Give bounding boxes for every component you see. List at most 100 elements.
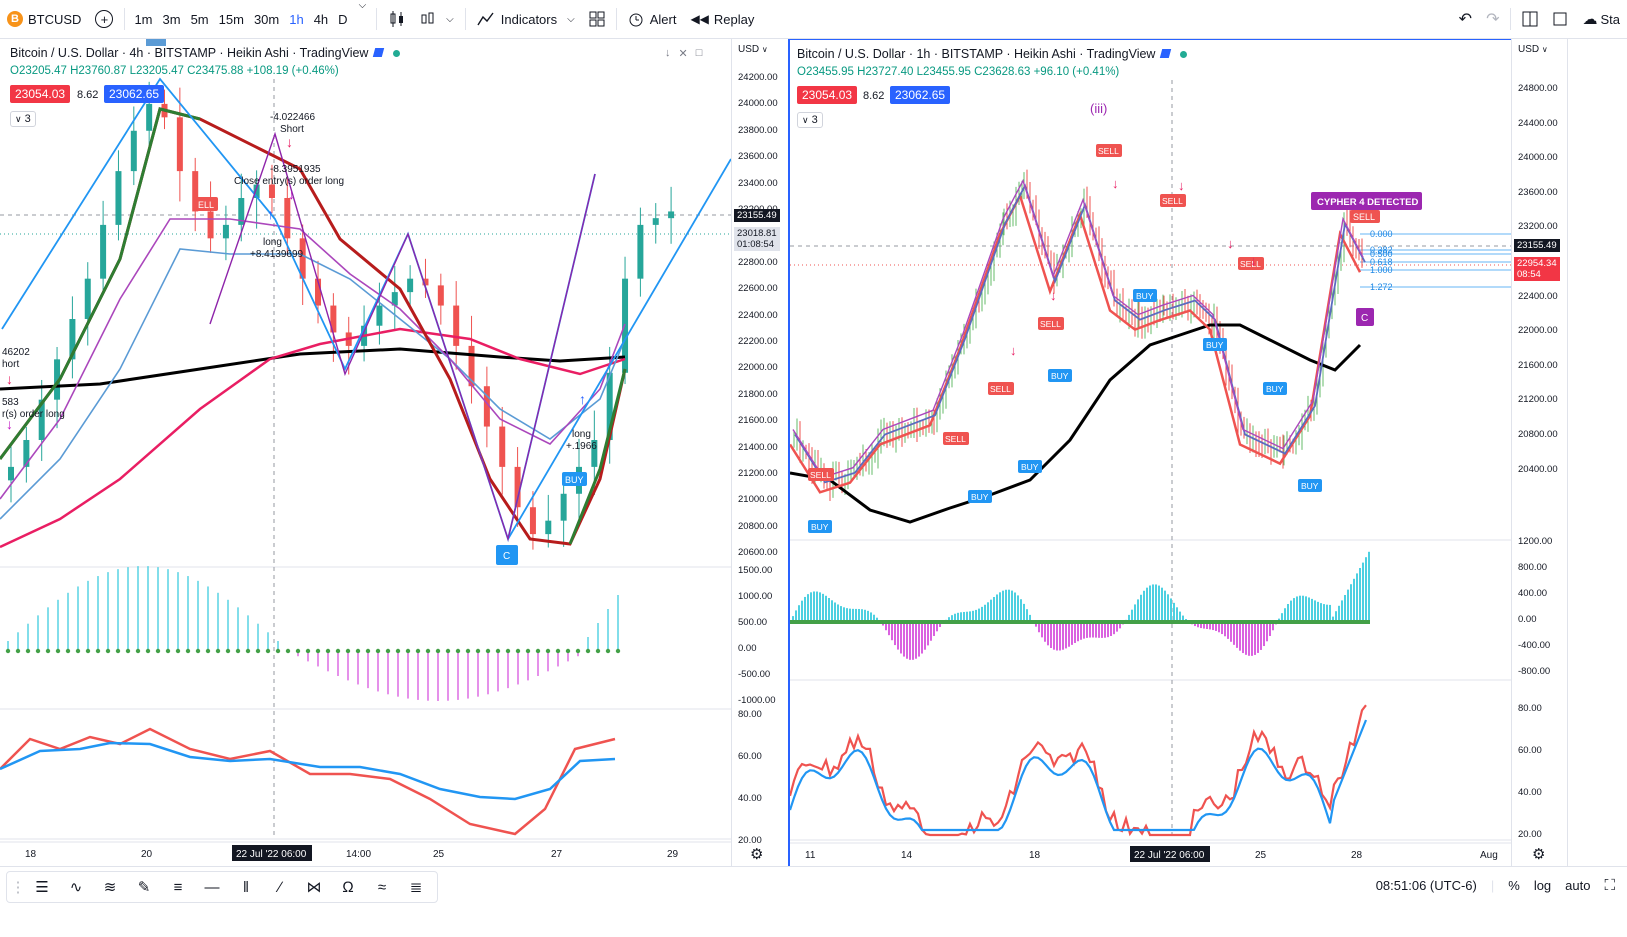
vertical-lines-icon[interactable]: ‖: [242, 878, 250, 896]
alert-button[interactable]: Alert: [621, 0, 684, 38]
snapshot-button[interactable]: ☁ Sta: [1575, 0, 1627, 38]
osc-tick: -400.00: [1518, 640, 1551, 651]
chevron-down-icon: ⌵: [567, 13, 575, 25]
osc-zero-dot: [375, 648, 381, 654]
right-price-axis[interactable]: USD ∨ 24800.00 24400.00 24000.00 23600.00 23…: [1511, 39, 1568, 866]
right-currency-label[interactable]: USD ∨: [1518, 44, 1548, 55]
redo-button[interactable]: ↷: [1479, 0, 1506, 38]
list-settings-icon[interactable]: ≈: [377, 878, 387, 896]
cypher-badge-text: CYPHER 4 DETECTED: [1317, 197, 1418, 208]
sell-badge: [1160, 194, 1186, 207]
osc-zero-dot: [295, 648, 301, 654]
osc-tick: -500.00: [738, 669, 771, 680]
right-sell-price[interactable]: 23054.03: [797, 86, 858, 104]
price-tick: 22000.00: [738, 362, 778, 374]
crosshair-date-badge: [1130, 846, 1210, 862]
replay-button[interactable]: ◀◀ Replay: [683, 0, 761, 38]
buy-badge-text: BUY: [1301, 481, 1319, 491]
layouts-button[interactable]: [582, 0, 612, 38]
fib-icon[interactable]: ≡: [173, 878, 183, 896]
bottom-bar: ⋮ ☰ ∿ ≋ ✎ ≡ — ‖ ∕ ⋈ Ω ≈ ≣ 08:51:06 (UTC-…: [0, 866, 1627, 937]
layout-toggle-button[interactable]: [1515, 0, 1545, 38]
timeframe-5m[interactable]: 5m: [190, 11, 209, 27]
compare-add-button[interactable]: +: [88, 0, 120, 38]
candle-up: [545, 520, 552, 535]
osc-zero-dot: [215, 648, 221, 654]
menu-icon[interactable]: ☰: [35, 879, 49, 896]
x-axis-label: 25: [1255, 850, 1267, 861]
pattern-icon[interactable]: ⋈: [306, 879, 322, 896]
fullscreen-button[interactable]: [1545, 0, 1575, 38]
buy-arrow: ↑: [267, 206, 274, 222]
timeframe-D[interactable]: D: [338, 11, 348, 27]
buy-badge: [1048, 369, 1072, 382]
left-indicator-toggle[interactable]: ∨ 3: [10, 111, 36, 127]
undo-icon: ↶: [1458, 11, 1473, 28]
c-badge-text: C: [1361, 313, 1368, 324]
brush-icon[interactable]: ✎: [137, 879, 151, 896]
spiral-icon[interactable]: Ω: [342, 878, 354, 896]
timeframe-1h[interactable]: 1h: [289, 11, 304, 27]
rsi-tick: 40.00: [738, 793, 762, 804]
price-tick: 22400.00: [1518, 290, 1558, 302]
horizontal-ray-icon[interactable]: —: [204, 878, 220, 896]
timeframe-4h[interactable]: 4h: [313, 11, 329, 27]
timeframe-15m[interactable]: 15m: [218, 11, 244, 27]
x-axis-label: 14: [901, 850, 913, 861]
gear-icon[interactable]: ⚙: [1532, 846, 1546, 863]
percent-toggle[interactable]: %: [1508, 878, 1520, 893]
chevron-down-icon[interactable]: ⌵: [358, 0, 367, 11]
osc-zero-dot: [115, 648, 121, 654]
candle-up: [130, 130, 137, 172]
undo-button[interactable]: ↶: [1452, 0, 1479, 38]
left-chart-title: Bitcoin / U.S. Dollar · 4h · BITSTAMP · …: [10, 46, 401, 60]
chart-type-button[interactable]: ⌵: [413, 0, 461, 38]
arrow-down-icon[interactable]: ↓: [665, 47, 671, 59]
sell-badge-text: SELL: [990, 384, 1011, 394]
osc-zero-dot: [25, 648, 31, 654]
left-price-axis[interactable]: USD ∨ 24200.00 24000.00 23800.00 23600.00 23…: [731, 39, 788, 866]
price-tick: 20800.00: [738, 520, 778, 532]
harmonic-purple: [209, 131, 596, 542]
indicators-icon: [477, 12, 494, 26]
osc-zero-dot: [425, 648, 431, 654]
ma-purple: [792, 178, 1364, 479]
close-icon[interactable]: ✕: [678, 48, 688, 60]
clock-time[interactable]: 08:51:06 (UTC-6): [1375, 878, 1477, 893]
timeframe-30m[interactable]: 30m: [253, 11, 280, 27]
left-sell-price[interactable]: 23054.03: [10, 85, 71, 103]
drag-handle-icon[interactable]: ⋮: [10, 879, 26, 896]
left-buy-price[interactable]: 23062.65: [104, 85, 165, 103]
top-marker: [146, 39, 166, 46]
right-buy-price[interactable]: 23062.65: [890, 86, 951, 104]
osc-zero-dot: [525, 648, 531, 654]
osc-zero-dot: [545, 648, 551, 654]
elliott-wave-icon[interactable]: ≋: [103, 879, 117, 896]
ribbon-green-2: [568, 368, 627, 545]
right-chart-pane[interactable]: (iii) 0.000 0.382 0.500 0.618 1.000 1.272 SELL S…: [788, 39, 1512, 867]
chevron-down-icon: ∨: [15, 114, 22, 124]
gear-icon[interactable]: ⚙: [750, 846, 764, 863]
auto-toggle[interactable]: auto: [1565, 878, 1591, 893]
object-tree-icon[interactable]: ≣: [409, 879, 423, 896]
sell-arrow: ↓: [1178, 178, 1185, 193]
log-toggle[interactable]: log: [1533, 878, 1552, 893]
left-currency-label[interactable]: USD ∨: [738, 44, 768, 55]
timeframe-1m[interactable]: 1m: [134, 11, 153, 27]
candle-style-button[interactable]: [381, 0, 413, 38]
candle-up: [54, 359, 61, 400]
indicators-button[interactable]: Indicators ⌵: [470, 0, 582, 38]
trend-line-icon[interactable]: ∕: [278, 878, 282, 896]
symbol-search[interactable]: B BTCUSD: [0, 0, 88, 38]
maximize-icon[interactable]: □: [695, 47, 703, 59]
chevron-down-icon: ∨: [802, 115, 809, 125]
fullscreen-icon[interactable]: ⛶: [1604, 877, 1615, 894]
abc-pattern-icon[interactable]: ∿: [69, 879, 83, 896]
right-indicator-toggle[interactable]: ∨ 3: [797, 112, 823, 128]
price-tick: 21200.00: [1518, 394, 1558, 406]
timeframe-3m[interactable]: 3m: [162, 11, 181, 27]
status-bar-right: 08:51:06 (UTC-6) | % log auto ⛶: [1375, 877, 1615, 894]
left-chart-pane[interactable]: -4.022466 Short -8.3951935 Close entry(s) o…: [0, 39, 731, 866]
